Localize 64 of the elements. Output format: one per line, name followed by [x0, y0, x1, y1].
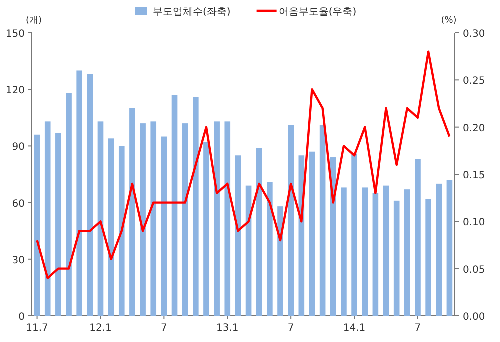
bar [394, 200, 400, 316]
bar [256, 148, 262, 316]
bar [172, 95, 178, 316]
legend-label: 부도업체수(좌축) [153, 7, 231, 18]
bar [309, 152, 316, 316]
bar [161, 136, 168, 316]
bar [108, 138, 114, 316]
bar [193, 97, 199, 316]
legend-label: 어음부도율(우축) [278, 7, 357, 18]
y-tick-label: 150 [6, 29, 25, 40]
bar [267, 182, 273, 316]
y-axis-title: (개) [26, 16, 42, 26]
bar [140, 124, 146, 316]
bar [278, 206, 284, 316]
bar [224, 122, 231, 316]
bar [76, 70, 82, 316]
x-tick-label: 12.1 [90, 323, 112, 334]
bar [426, 199, 432, 316]
y2-tick-label: 0.25 [463, 76, 486, 88]
y2-tick-label: 0.15 [463, 170, 486, 182]
bar [235, 156, 242, 316]
bar [446, 180, 453, 316]
bar [34, 134, 40, 316]
y2-tick-label: 0.30 [463, 29, 486, 40]
y-tick-label: 60 [12, 198, 25, 210]
bar [404, 190, 410, 316]
bar [66, 93, 72, 316]
bar [182, 124, 188, 316]
x-tick-label: 11.7 [26, 323, 48, 334]
x-tick-label: 13.1 [216, 323, 239, 334]
bar [362, 188, 368, 316]
y-tick-label: 30 [12, 255, 25, 266]
bar [341, 188, 347, 316]
bar [98, 122, 104, 316]
bar [415, 159, 421, 316]
y2-axis-title: (%) [441, 16, 457, 26]
line-series [36, 50, 451, 280]
bar [130, 108, 136, 316]
bar [352, 154, 358, 316]
y2-tick-label: 0.00 [463, 312, 486, 323]
x-tick-label: 7 [288, 323, 294, 334]
bar [436, 184, 442, 316]
y-tick-label: 90 [12, 142, 25, 154]
bar [383, 186, 390, 316]
bar [320, 125, 326, 316]
bar [214, 122, 220, 316]
bar [288, 125, 294, 316]
bar [150, 122, 157, 316]
x-tick-label: 7 [161, 323, 168, 334]
bar [118, 146, 125, 316]
y2-tick-label: 0.10 [463, 218, 486, 229]
bar [204, 142, 210, 316]
y-tick-label: 120 [6, 86, 25, 97]
bar [44, 122, 51, 316]
bar [330, 158, 336, 316]
bar [246, 186, 252, 316]
x-tick-label: 14.1 [343, 323, 366, 334]
y2-tick-label: 0.20 [463, 123, 486, 134]
bar [87, 74, 94, 316]
x-tick-label: 7 [414, 323, 422, 334]
bar [56, 132, 62, 316]
y2-tick-label: 0.05 [463, 264, 486, 276]
y-tick-label: 0 [18, 312, 25, 323]
bar [372, 193, 379, 316]
